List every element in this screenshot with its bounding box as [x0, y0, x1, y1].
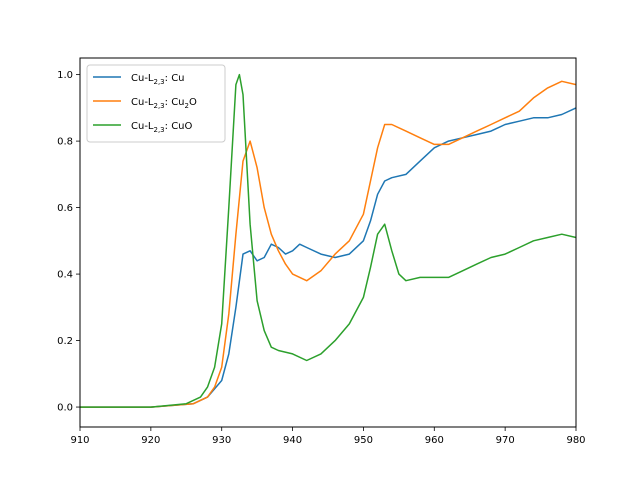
- legend-label-text: Cu-L: [131, 121, 154, 132]
- legend-label-text: Cu-L: [131, 97, 154, 108]
- series-line-0: [80, 107, 577, 408]
- legend-label-text: : Cu: [165, 73, 185, 84]
- legend-label-text: : Cu: [165, 97, 185, 108]
- y-tick-label: 0.8: [57, 137, 73, 148]
- legend-label: Cu-L2,3: CuO: [131, 121, 193, 134]
- x-tick-label: 970: [496, 435, 515, 446]
- legend-label-subscript: 2,3: [154, 126, 165, 134]
- y-tick-label: 0.4: [57, 270, 73, 281]
- x-tick-label: 910: [70, 435, 89, 446]
- y-axis: 0.0 0.2 0.4 0.6 0.8 1.0: [57, 70, 80, 414]
- series-line-1: [80, 80, 577, 408]
- y-tick-label: 0.2: [57, 336, 73, 347]
- x-axis: 910 920 930 940 950 960 970 980: [70, 427, 586, 446]
- x-tick-label: 980: [566, 435, 585, 446]
- legend-label-text: O: [189, 97, 197, 108]
- y-tick-label: 0.6: [57, 203, 73, 214]
- x-tick-label: 940: [283, 435, 302, 446]
- legend-label-subscript: 2: [185, 102, 189, 110]
- plot-frame: [79, 57, 577, 428]
- x-tick-label: 930: [212, 435, 231, 446]
- legend-label-text: Cu-L: [131, 73, 154, 84]
- legend-label: Cu-L2,3: Cu2O: [131, 97, 197, 110]
- legend-box: [86, 64, 226, 143]
- legend-label-subscript: 2,3: [154, 102, 165, 110]
- plot-lines: [80, 73, 577, 408]
- y-tick-label: 0.0: [57, 403, 73, 414]
- legend-label-text: : CuO: [165, 121, 193, 132]
- x-tick-label: 950: [354, 435, 373, 446]
- legend-label-subscript: 2,3: [154, 78, 165, 86]
- x-tick-label: 920: [141, 435, 160, 446]
- y-tick-label: 1.0: [57, 70, 73, 81]
- x-tick-label: 960: [425, 435, 444, 446]
- series-line-2: [80, 73, 577, 408]
- legend-label: Cu-L2,3: Cu: [131, 73, 185, 86]
